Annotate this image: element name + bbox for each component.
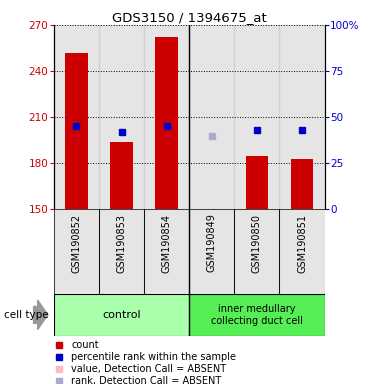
Bar: [279, 209, 325, 294]
Text: GSM190851: GSM190851: [297, 214, 307, 273]
Bar: [54, 25, 99, 209]
Text: value, Detection Call = ABSENT: value, Detection Call = ABSENT: [71, 364, 227, 374]
Text: GSM190852: GSM190852: [71, 214, 81, 273]
Bar: [110, 142, 133, 209]
Bar: [234, 209, 279, 294]
Bar: [99, 209, 144, 294]
Text: cell type: cell type: [4, 310, 48, 320]
Text: inner medullary
collecting duct cell: inner medullary collecting duct cell: [211, 304, 303, 326]
FancyArrow shape: [34, 300, 48, 329]
Text: percentile rank within the sample: percentile rank within the sample: [71, 352, 236, 362]
Bar: [234, 25, 279, 209]
Bar: [54, 294, 189, 336]
Text: GSM190854: GSM190854: [162, 214, 172, 273]
Bar: [54, 209, 99, 294]
Bar: [144, 209, 189, 294]
Bar: [189, 209, 234, 294]
Bar: [246, 156, 268, 209]
Text: control: control: [102, 310, 141, 320]
Text: rank, Detection Call = ABSENT: rank, Detection Call = ABSENT: [71, 376, 221, 384]
Text: count: count: [71, 339, 99, 350]
Bar: [144, 25, 189, 209]
Text: GSM190853: GSM190853: [116, 214, 127, 273]
Title: GDS3150 / 1394675_at: GDS3150 / 1394675_at: [112, 11, 267, 24]
Text: GSM190849: GSM190849: [207, 214, 217, 272]
Bar: [291, 159, 313, 209]
Bar: [99, 25, 144, 209]
Bar: [155, 37, 178, 209]
Text: GSM190850: GSM190850: [252, 214, 262, 273]
Bar: [189, 25, 234, 209]
Bar: [189, 294, 325, 336]
Bar: [279, 25, 325, 209]
Bar: [65, 53, 88, 209]
